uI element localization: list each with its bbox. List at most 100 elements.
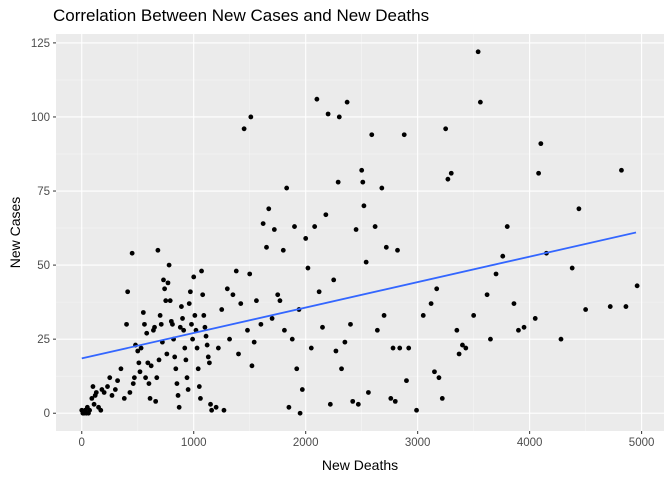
data-point	[484, 292, 490, 298]
data-point	[488, 336, 493, 342]
data-point	[179, 304, 184, 309]
data-point	[260, 221, 266, 227]
data-point	[186, 301, 192, 307]
x-tick-label: 0	[79, 437, 85, 449]
data-point	[454, 327, 460, 333]
data-point	[200, 292, 206, 298]
data-point	[390, 345, 396, 351]
data-point	[215, 345, 221, 351]
data-point	[90, 384, 96, 389]
data-point	[182, 345, 188, 351]
data-point	[381, 313, 387, 318]
data-point	[607, 304, 613, 309]
data-point	[189, 321, 194, 327]
data-point	[158, 321, 164, 327]
data-point	[130, 381, 136, 386]
data-point	[271, 227, 277, 232]
data-point	[432, 369, 437, 375]
y-tick-label: 75	[37, 186, 50, 198]
data-point	[569, 265, 575, 271]
data-point	[277, 298, 283, 304]
data-point	[115, 378, 120, 384]
data-point	[203, 333, 209, 339]
data-point	[266, 206, 272, 212]
data-point	[325, 111, 331, 117]
data-point	[145, 360, 151, 366]
data-point	[374, 327, 380, 333]
data-point	[456, 351, 462, 357]
data-point	[401, 132, 407, 138]
data-point	[107, 375, 113, 381]
data-point	[320, 324, 325, 330]
data-point	[383, 244, 389, 250]
data-point	[174, 381, 180, 386]
data-point	[129, 250, 135, 256]
data-point	[221, 407, 227, 413]
data-point	[558, 336, 564, 342]
y-tick-label: 50	[37, 260, 50, 272]
data-point	[372, 224, 378, 229]
data-point	[336, 114, 342, 120]
data-point	[131, 375, 137, 381]
data-point	[157, 313, 163, 318]
data-point	[331, 277, 337, 283]
data-point	[118, 366, 124, 372]
data-point	[516, 327, 521, 333]
data-point	[213, 404, 219, 410]
data-point	[348, 321, 353, 327]
data-point	[177, 324, 183, 330]
data-point	[121, 396, 127, 401]
data-point	[428, 301, 434, 307]
data-point	[303, 236, 309, 241]
data-point	[124, 321, 129, 327]
data-point	[297, 410, 303, 416]
data-point	[264, 244, 269, 250]
data-point	[247, 271, 253, 277]
data-point	[292, 224, 297, 229]
chart-title: Correlation Between New Cases and New De…	[53, 6, 430, 25]
gridlines	[56, 34, 664, 431]
y-axis-ticks: 0 25 50 75 100 125	[31, 38, 56, 420]
data-point	[335, 179, 341, 185]
data-point	[308, 345, 314, 351]
data-point	[109, 393, 115, 398]
data-point	[135, 348, 141, 354]
data-point	[443, 126, 449, 132]
data-point	[305, 265, 311, 271]
data-point	[167, 298, 173, 304]
x-tick-label: 1000	[181, 437, 207, 449]
data-point	[286, 404, 292, 410]
data-point	[294, 366, 300, 372]
data-point	[249, 363, 255, 369]
data-point	[280, 247, 286, 253]
data-point	[369, 132, 375, 138]
x-tick-label: 5000	[629, 437, 655, 449]
data-point	[414, 407, 419, 413]
data-point	[282, 327, 287, 333]
data-point	[238, 301, 244, 307]
data-point	[142, 321, 147, 327]
data-point	[187, 289, 193, 295]
plot-panel	[56, 34, 664, 431]
data-point	[448, 170, 454, 176]
data-point	[275, 292, 281, 298]
data-point	[198, 396, 203, 401]
data-point	[327, 401, 333, 407]
data-point	[185, 387, 191, 392]
data-point	[202, 324, 208, 330]
data-point	[155, 247, 161, 253]
data-point	[379, 185, 385, 191]
data-point	[137, 369, 143, 375]
data-point	[138, 345, 144, 351]
data-point	[101, 390, 107, 395]
data-point	[395, 247, 400, 253]
data-point	[192, 313, 198, 318]
data-point	[254, 298, 259, 304]
data-point	[136, 360, 142, 366]
data-points	[79, 49, 640, 416]
data-point	[201, 313, 207, 318]
data-point	[471, 313, 477, 318]
data-point	[536, 170, 541, 176]
data-point	[583, 307, 589, 312]
data-point	[504, 224, 510, 229]
